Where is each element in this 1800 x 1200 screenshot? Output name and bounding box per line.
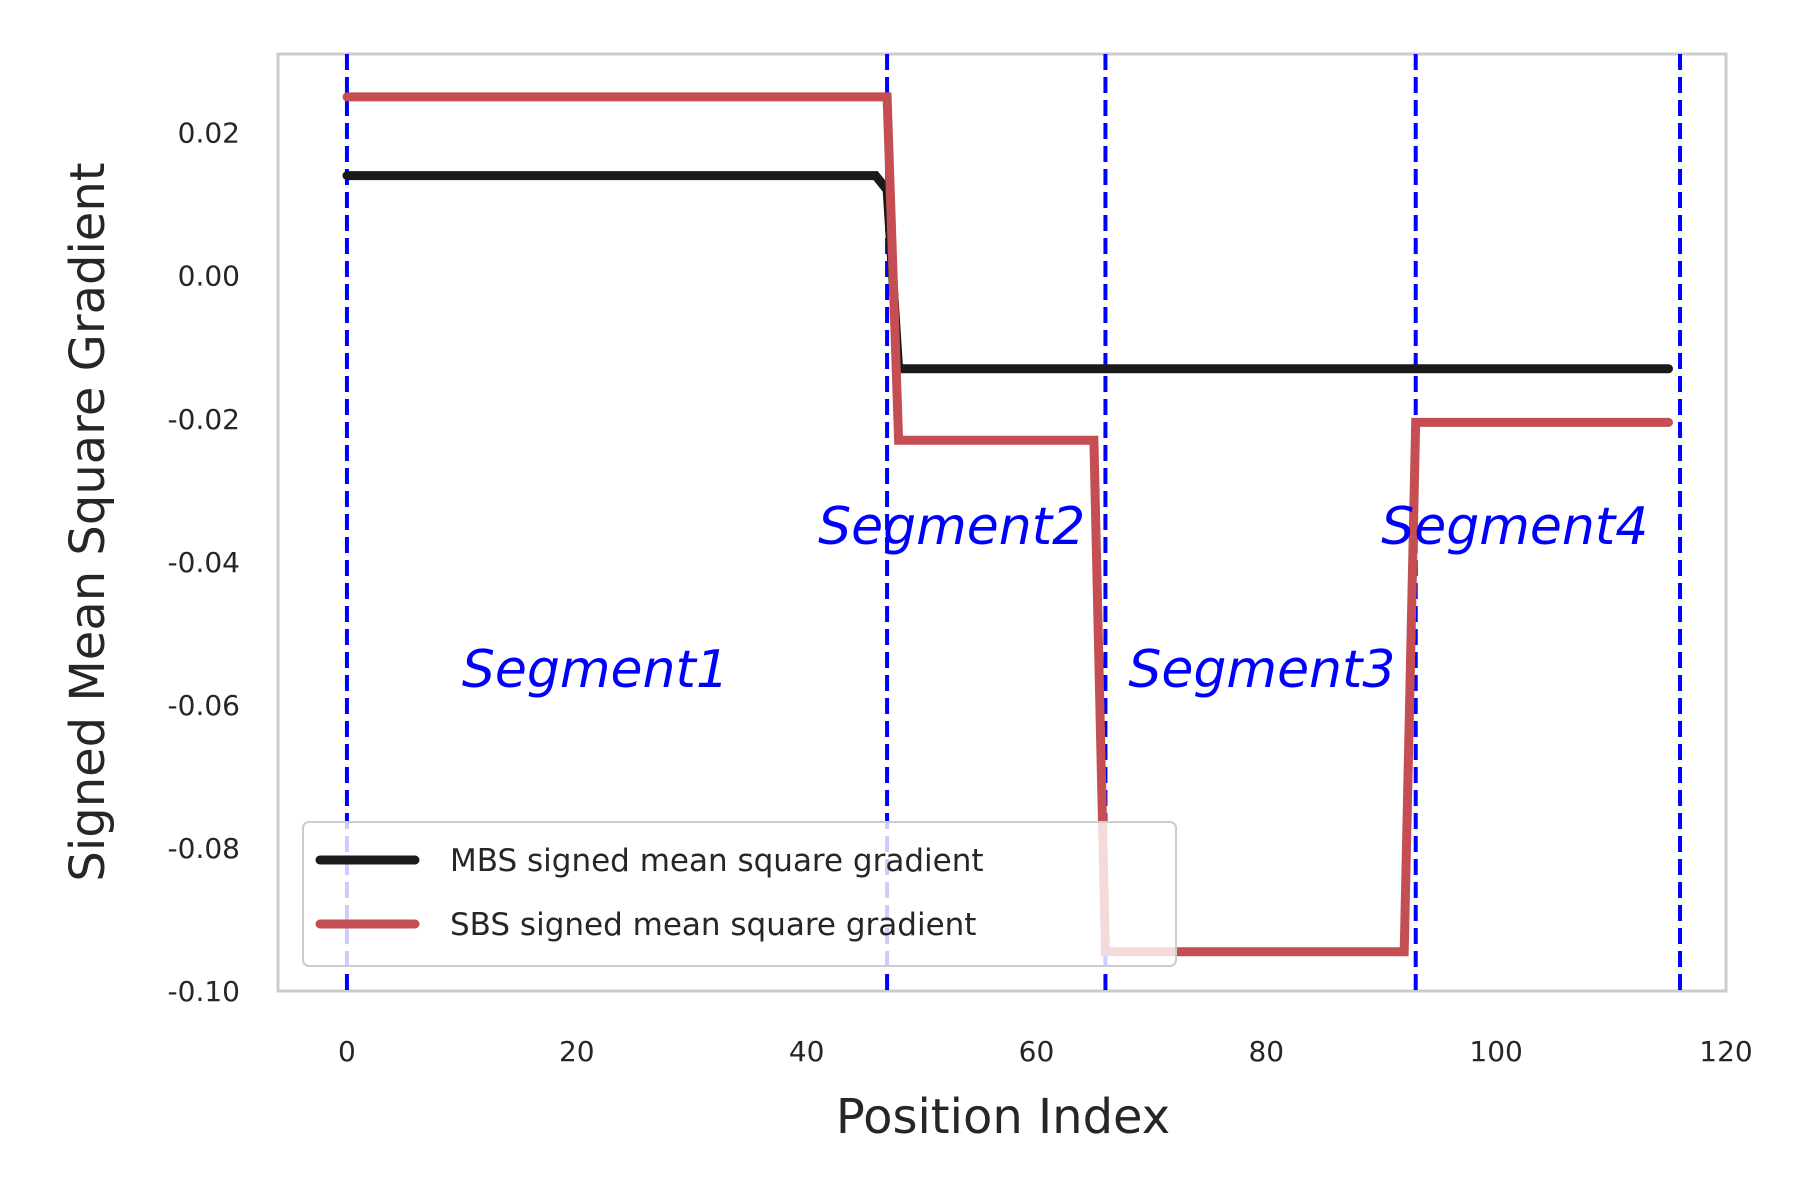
x-tick-label: 20 bbox=[559, 1035, 595, 1068]
y-tick-labels: 0.02 0.00 -0.02 -0.04 -0.06 -0.08 -0.10 bbox=[168, 117, 240, 1008]
legend-box bbox=[302, 821, 1177, 967]
legend-label-mbs: MBS signed mean square gradient bbox=[450, 843, 984, 879]
y-tick-label: 0.00 bbox=[178, 260, 240, 293]
y-tick-label: 0.02 bbox=[178, 117, 240, 150]
y-tick-label: -0.10 bbox=[168, 975, 240, 1008]
y-tick-label: -0.08 bbox=[168, 832, 240, 865]
x-tick-label: 0 bbox=[338, 1035, 356, 1068]
x-axis-title: Position Index bbox=[836, 1089, 1170, 1145]
series-line-sbs bbox=[342, 92, 1673, 957]
legend: MBS signed mean square gradient SBS signe… bbox=[302, 821, 1177, 967]
legend-label-sbs: SBS signed mean square gradient bbox=[450, 907, 976, 943]
series-layer bbox=[342, 92, 1673, 957]
segment-label-1: Segment1 bbox=[462, 640, 729, 700]
x-tick-label: 120 bbox=[1699, 1035, 1752, 1068]
y-axis-title: Signed Mean Square Gradient bbox=[60, 162, 116, 881]
x-tick-label: 60 bbox=[1019, 1035, 1055, 1068]
x-tick-label: 80 bbox=[1248, 1035, 1284, 1068]
y-tick-label: -0.06 bbox=[168, 689, 240, 722]
x-tick-label: 40 bbox=[789, 1035, 825, 1068]
y-tick-label: -0.02 bbox=[168, 403, 240, 436]
x-tick-labels: 0 20 40 60 80 100 120 bbox=[338, 1035, 1753, 1068]
x-tick-label: 100 bbox=[1469, 1035, 1522, 1068]
segment-label-3: Segment3 bbox=[1128, 640, 1395, 700]
annotation-layer: Segment1 Segment2 Segment3 Segment4 bbox=[462, 497, 1648, 700]
segment-label-4: Segment4 bbox=[1381, 497, 1648, 557]
segment-label-2: Segment2 bbox=[818, 497, 1085, 557]
y-tick-label: -0.04 bbox=[168, 546, 240, 579]
